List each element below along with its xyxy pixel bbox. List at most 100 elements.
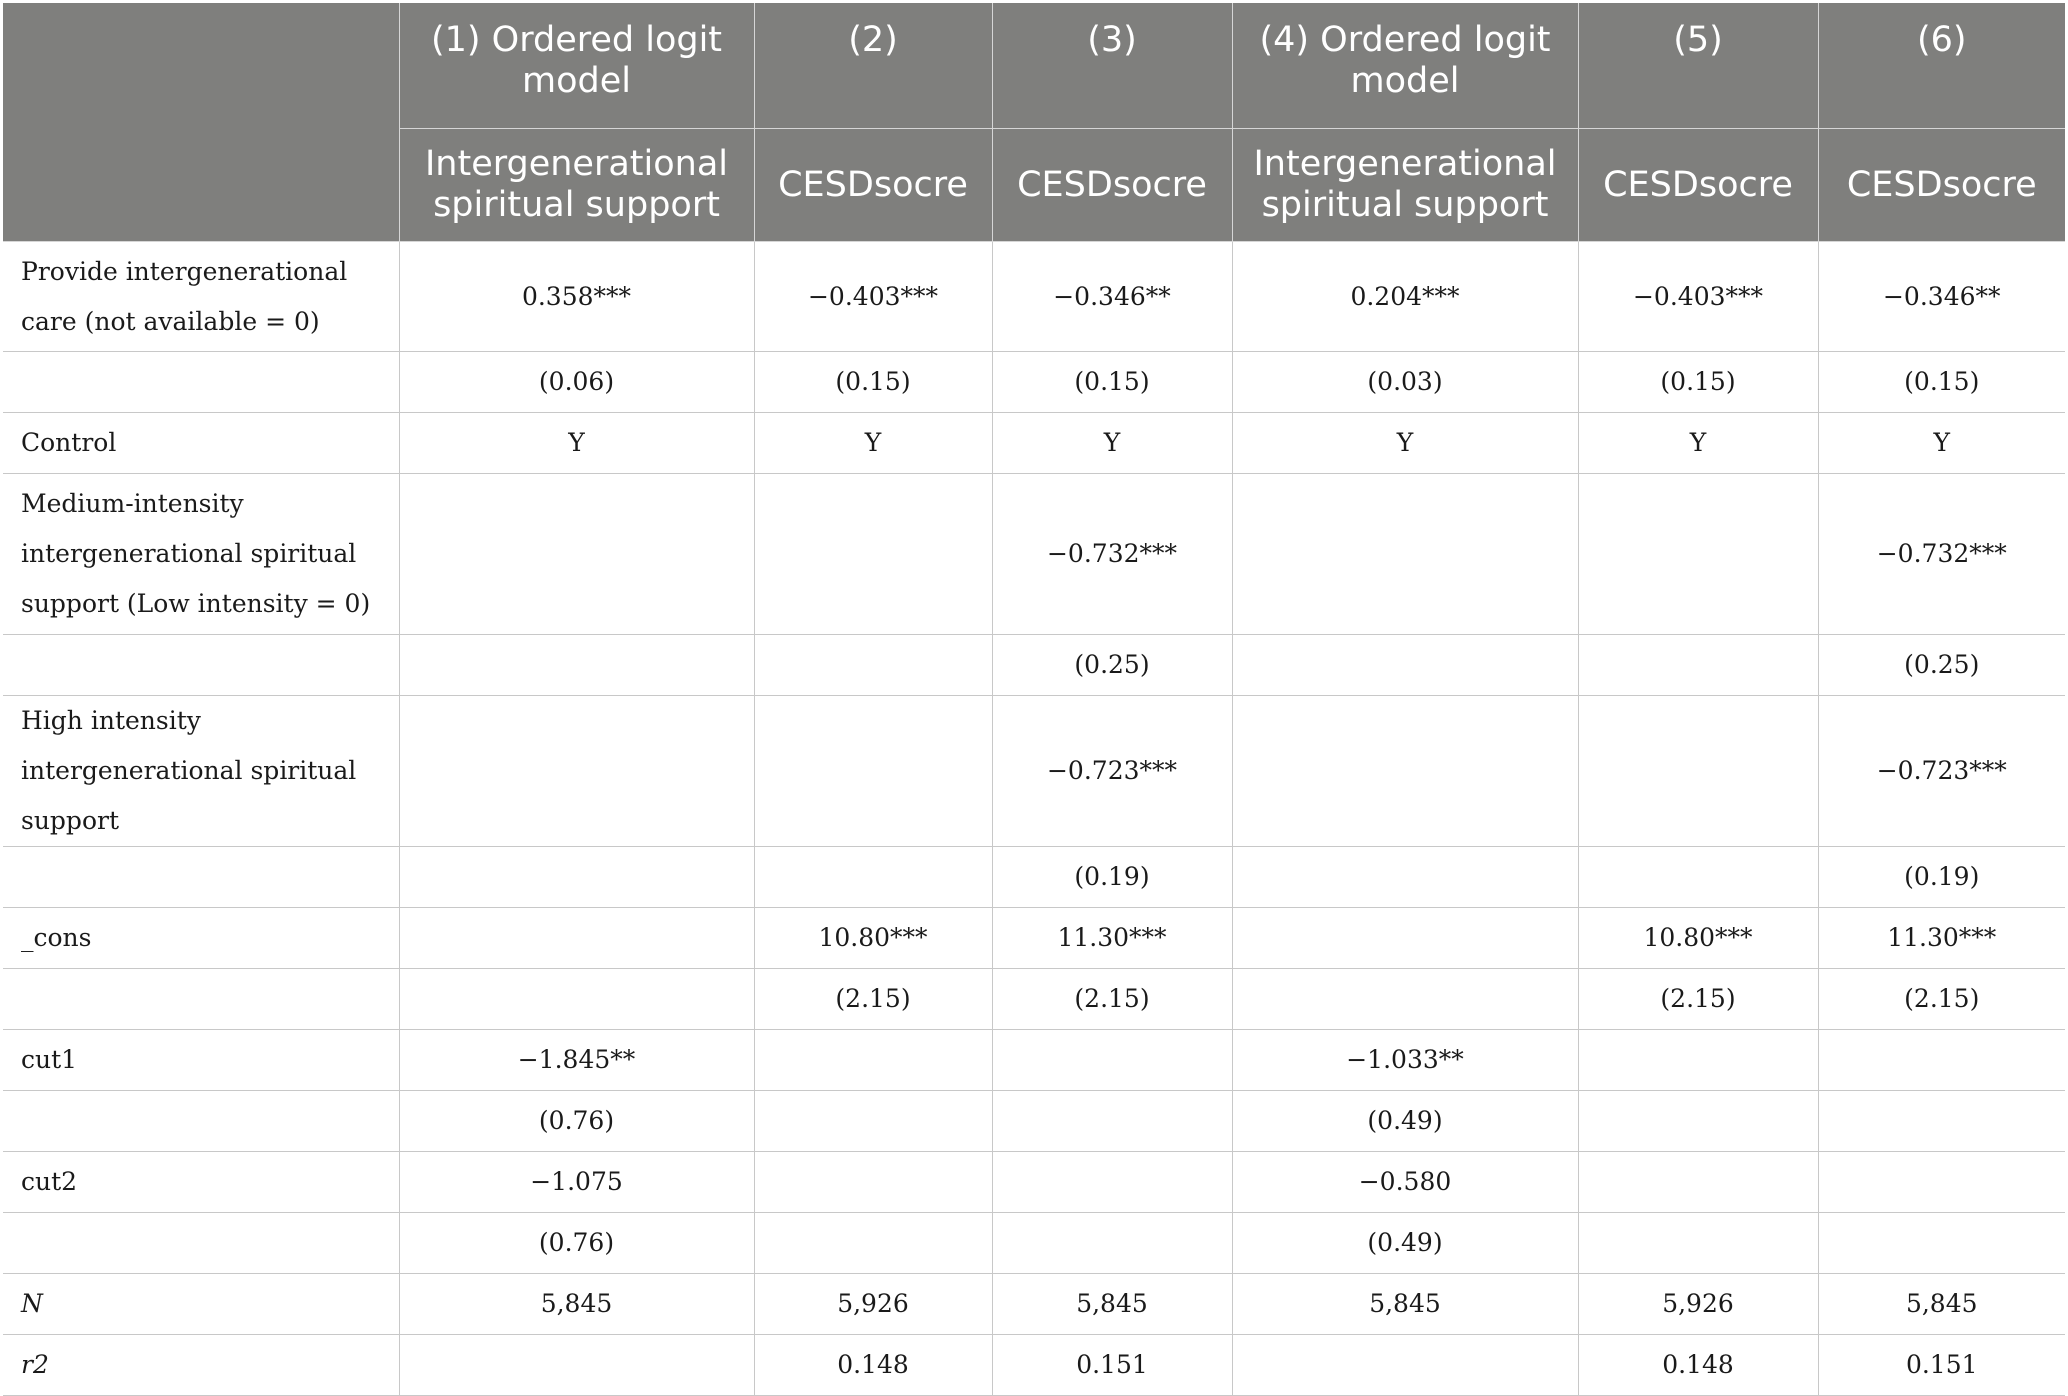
row-label: Medium-intensity intergenerational spiri…: [3, 473, 399, 635]
table-cell: [1577, 634, 1818, 696]
table-row: High intensity intergenerational spiritu…: [3, 695, 2065, 847]
table-cell: [1231, 846, 1578, 908]
table-cell: [1231, 1334, 1578, 1396]
table-cell: 0.151: [991, 1334, 1232, 1396]
table-cell: (2.15): [1577, 968, 1818, 1030]
table-cell: [1577, 473, 1818, 635]
table-cell: [1577, 695, 1818, 847]
row-label: N: [3, 1273, 399, 1335]
table-row: (0.25) (0.25): [3, 634, 2065, 696]
header-model-1: (1) Ordered logit model: [398, 3, 754, 129]
table-cell: [1577, 1029, 1818, 1091]
table-cell: 10.80***: [753, 907, 992, 969]
table-cell: −0.580: [1231, 1151, 1578, 1213]
table-cell: [753, 1090, 992, 1152]
table-cell: [753, 1212, 992, 1274]
table-cell: (0.15): [753, 351, 992, 413]
table-row: Provide intergenerational care (not avai…: [3, 241, 2065, 352]
table-cell: [753, 634, 992, 696]
row-label: r2: [3, 1334, 399, 1396]
table-cell: 5,845: [398, 1273, 754, 1335]
header-model-6: (6): [1817, 3, 2065, 129]
table-cell: [1231, 968, 1578, 1030]
table-cell: 0.151: [1817, 1334, 2065, 1396]
table-cell: [753, 1151, 992, 1213]
table-header: (1) Ordered logit model (2) (3) (4) Orde…: [3, 3, 2065, 242]
table-body: Provide intergenerational care (not avai…: [3, 241, 2065, 1396]
table-cell: [753, 473, 992, 635]
table-cell: (0.76): [398, 1212, 754, 1274]
header-corner-cell: [3, 3, 399, 242]
table-cell: −0.403***: [753, 241, 992, 352]
table-cell: 0.148: [1577, 1334, 1818, 1396]
table-row: (0.06) (0.15) (0.15) (0.03) (0.15) (0.15…: [3, 351, 2065, 413]
row-label: cut1: [3, 1029, 399, 1091]
row-label: _cons: [3, 907, 399, 969]
table-cell: (0.49): [1231, 1212, 1578, 1274]
table-cell: [1231, 473, 1578, 635]
table-cell: [398, 473, 754, 635]
table-cell: [753, 1029, 992, 1091]
table-cell: (2.15): [991, 968, 1232, 1030]
table-cell: −0.732***: [991, 473, 1232, 635]
table-row: Medium-intensity intergenerational spiri…: [3, 473, 2065, 635]
table-cell: (0.06): [398, 351, 754, 413]
row-label: [3, 846, 399, 908]
table-cell: (0.15): [1817, 351, 2065, 413]
table-row: r2 0.148 0.151 0.148 0.151: [3, 1334, 2065, 1396]
table-cell: [398, 907, 754, 969]
table-cell: [398, 1334, 754, 1396]
header-depvar-5: CESDsocre: [1577, 128, 1818, 242]
table-cell: [1577, 1090, 1818, 1152]
header-depvar-4: Intergenerational spiritual support: [1231, 128, 1578, 242]
table-cell: (0.49): [1231, 1090, 1578, 1152]
row-label: cut2: [3, 1151, 399, 1213]
table-cell: [1577, 1212, 1818, 1274]
row-label: [3, 1090, 399, 1152]
table-cell: 0.358***: [398, 241, 754, 352]
table-cell: Y: [1577, 412, 1818, 474]
table-cell: (0.03): [1231, 351, 1578, 413]
table-row: (0.76) (0.49): [3, 1212, 2065, 1274]
table-cell: (0.19): [991, 846, 1232, 908]
header-row-dependent-vars: Intergenerational spiritual support CESD…: [3, 128, 2065, 242]
table-cell: −0.723***: [991, 695, 1232, 847]
table-cell: −1.845**: [398, 1029, 754, 1091]
table-cell: (2.15): [1817, 968, 2065, 1030]
table-cell: Y: [398, 412, 754, 474]
table-cell: [1817, 1212, 2065, 1274]
header-model-5: (5): [1577, 3, 1818, 129]
row-label: High intensity intergenerational spiritu…: [3, 695, 399, 847]
table-cell: [753, 846, 992, 908]
table-cell: [1231, 907, 1578, 969]
row-label: [3, 351, 399, 413]
header-depvar-6: CESDsocre: [1817, 128, 2065, 242]
table-cell: 5,926: [753, 1273, 992, 1335]
table-cell: Y: [1231, 412, 1578, 474]
table-cell: [1231, 634, 1578, 696]
header-depvar-3: CESDsocre: [991, 128, 1232, 242]
table-cell: (0.15): [991, 351, 1232, 413]
table-row: N 5,845 5,926 5,845 5,845 5,926 5,845: [3, 1273, 2065, 1335]
table-cell: 10.80***: [1577, 907, 1818, 969]
table-cell: Y: [1817, 412, 2065, 474]
row-label: [3, 1212, 399, 1274]
table-cell: [991, 1212, 1232, 1274]
header-model-2: (2): [753, 3, 992, 129]
header-model-3: (3): [991, 3, 1232, 129]
table-cell: −1.075: [398, 1151, 754, 1213]
table-cell: [991, 1090, 1232, 1152]
table-cell: (2.15): [753, 968, 992, 1030]
table-cell: 5,926: [1577, 1273, 1818, 1335]
header-model-4: (4) Ordered logit model: [1231, 3, 1578, 129]
table-cell: [1577, 1151, 1818, 1213]
table-cell: (0.76): [398, 1090, 754, 1152]
table-row: (2.15) (2.15) (2.15) (2.15): [3, 968, 2065, 1030]
table-cell: −0.732***: [1817, 473, 2065, 635]
row-label: Control: [3, 412, 399, 474]
table-cell: [991, 1151, 1232, 1213]
row-label: Provide intergenerational care (not avai…: [3, 241, 399, 352]
table-cell: (0.25): [1817, 634, 2065, 696]
header-row-models: (1) Ordered logit model (2) (3) (4) Orde…: [3, 3, 2065, 242]
table-cell: −0.346**: [991, 241, 1232, 352]
